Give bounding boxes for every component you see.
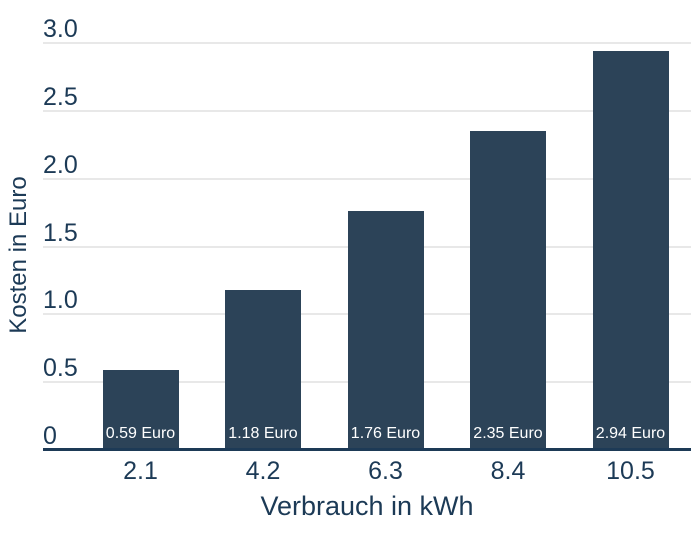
x-tick-label: 2.1 [123, 457, 158, 485]
gridline [43, 177, 691, 180]
gridline [43, 42, 691, 44]
bar-value-label: 1.18 Euro [228, 424, 298, 442]
bar-value-label: 2.35 Euro [473, 424, 543, 442]
y-tick-label: 3.0 [43, 15, 78, 43]
y-tick-label: 0.5 [43, 354, 78, 383]
y-tick-label: 1.5 [43, 218, 78, 247]
x-axis-line [43, 448, 691, 451]
bar: 1.18 Euro [225, 289, 301, 450]
y-tick-label: 1.0 [43, 286, 78, 315]
y-tick-label: 2.0 [43, 150, 78, 179]
y-axis-title: Kosten in Euro [5, 176, 32, 334]
bar-value-label: 1.76 Euro [350, 424, 421, 442]
plot-area: 0 0.5 1.0 1.5 2.0 2.5 3.0 0.59 Euro 1.18 Euro 1.… [43, 0, 691, 533]
bar-value-label: 2.94 Euro [595, 424, 666, 442]
x-tick-label: 10.5 [606, 457, 655, 485]
bar-value-label: 0.59 Euro [105, 424, 176, 442]
bar: 2.35 Euro [470, 131, 546, 450]
x-axis-title: Verbrauch in kWh [260, 491, 474, 521]
x-tick-label: 4.2 [245, 457, 281, 485]
x-tick-label: 6.3 [368, 457, 403, 485]
y-tick-label: 0 [43, 422, 57, 450]
x-tick-label: 8.4 [490, 457, 526, 485]
gridline [43, 109, 691, 112]
y-tick-label: 2.5 [43, 82, 78, 111]
bar: 1.76 Euro [347, 211, 424, 450]
bar: 2.94 Euro [592, 51, 669, 450]
bar: 0.59 Euro [102, 369, 179, 450]
